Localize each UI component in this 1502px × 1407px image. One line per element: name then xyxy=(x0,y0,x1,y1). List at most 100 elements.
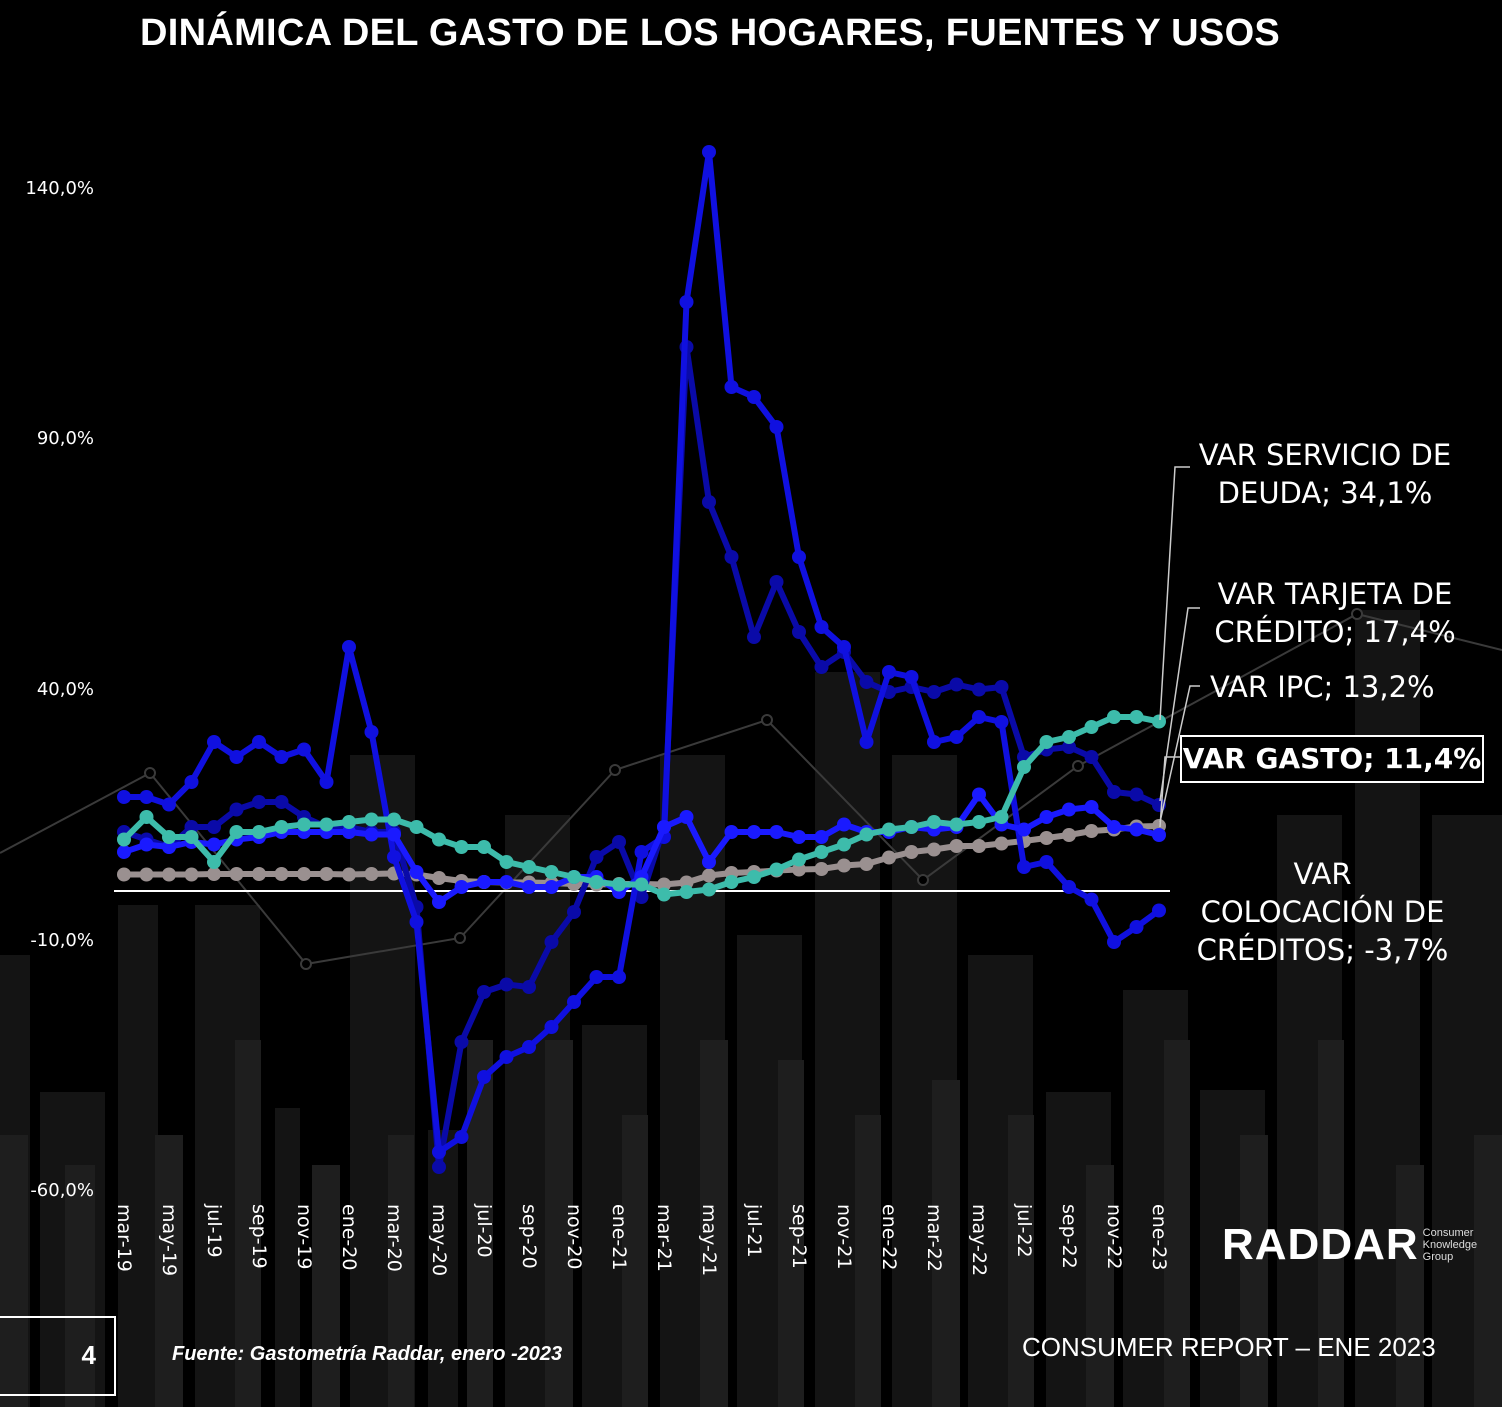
data-point xyxy=(364,812,379,827)
data-point xyxy=(769,862,784,877)
data-point xyxy=(342,815,356,829)
background-bar xyxy=(467,1040,493,1407)
data-point xyxy=(432,871,446,885)
data-point xyxy=(972,815,986,829)
data-point xyxy=(522,1040,536,1054)
data-point xyxy=(184,820,199,834)
data-point xyxy=(612,970,626,984)
data-point xyxy=(589,850,604,864)
data-point xyxy=(297,867,311,881)
data-point xyxy=(252,795,266,809)
data-point xyxy=(949,677,964,692)
data-point xyxy=(184,867,199,882)
data-point xyxy=(634,890,649,904)
data-point xyxy=(139,837,154,852)
data-point xyxy=(1107,935,1121,949)
data-point xyxy=(1084,750,1099,764)
data-point xyxy=(1084,800,1099,814)
data-point xyxy=(297,742,311,757)
data-point xyxy=(1062,880,1076,894)
data-point xyxy=(207,735,221,749)
x-tick-label: may-20 xyxy=(428,1204,450,1277)
data-point xyxy=(1152,714,1166,729)
data-point xyxy=(994,836,1009,851)
data-point xyxy=(859,675,874,689)
background-bar xyxy=(1008,1115,1034,1407)
label-colocacion-creditos: VAR COLOCACIÓN DE CRÉDITOS; -3,7% xyxy=(1175,855,1470,969)
data-point xyxy=(1062,828,1076,842)
data-point xyxy=(477,985,491,999)
data-point xyxy=(1062,740,1076,754)
data-point xyxy=(229,867,244,881)
x-tick-label: nov-20 xyxy=(563,1204,585,1270)
data-point xyxy=(927,842,941,857)
label-servicio-line1: VAR SERVICIO DE xyxy=(1198,438,1452,472)
data-point xyxy=(769,420,784,434)
background-bar xyxy=(1396,1165,1424,1407)
data-point xyxy=(252,825,266,839)
data-point xyxy=(1129,710,1144,724)
x-tick-label: mar-21 xyxy=(653,1204,675,1272)
data-point xyxy=(747,870,761,884)
data-point xyxy=(274,795,289,809)
data-point xyxy=(1107,820,1121,834)
data-point xyxy=(432,1160,446,1174)
data-point xyxy=(814,862,829,876)
x-tick-label: ene-22 xyxy=(878,1204,900,1271)
data-point xyxy=(589,970,604,984)
x-tick-label: nov-19 xyxy=(293,1204,315,1270)
background-bars xyxy=(0,610,1502,1407)
data-point xyxy=(432,1145,446,1159)
data-point xyxy=(184,830,199,844)
data-point xyxy=(1039,855,1054,869)
data-point xyxy=(949,817,964,832)
data-point xyxy=(814,620,829,634)
page-number: 4 xyxy=(81,1340,96,1370)
data-point xyxy=(904,845,919,859)
data-point xyxy=(949,839,964,853)
background-bar xyxy=(1164,1040,1190,1407)
data-point xyxy=(792,550,806,564)
data-point xyxy=(319,867,334,881)
x-tick-label: mar-22 xyxy=(923,1204,945,1272)
data-point xyxy=(139,790,154,804)
x-tick-label: ene-21 xyxy=(608,1204,630,1271)
data-point xyxy=(657,877,671,892)
label-gasto: VAR GASTO; 11,4% xyxy=(1180,735,1484,783)
label-colocacion-line1: VAR xyxy=(1293,857,1352,891)
data-point xyxy=(679,810,694,824)
data-point xyxy=(994,810,1009,824)
data-point xyxy=(229,750,244,764)
data-point xyxy=(207,837,221,852)
x-tick-label: mar-19 xyxy=(113,1204,135,1272)
raddar-logo: RADDAR Consumer Knowledge Group xyxy=(1222,1223,1477,1267)
thin-line-marker xyxy=(609,764,621,776)
data-point xyxy=(882,850,896,865)
data-point xyxy=(724,825,739,839)
x-tick-label: may-21 xyxy=(698,1204,720,1277)
x-tick-label: may-19 xyxy=(158,1204,180,1277)
data-point xyxy=(252,735,266,749)
data-point xyxy=(207,867,221,881)
data-point xyxy=(927,815,941,829)
data-point xyxy=(724,875,739,889)
data-point xyxy=(117,867,131,882)
data-point xyxy=(612,877,626,892)
data-point xyxy=(274,750,289,764)
data-point xyxy=(859,857,874,871)
label-colocacion-line2: COLOCACIÓN DE xyxy=(1200,895,1445,929)
data-point xyxy=(702,145,716,159)
background-bar xyxy=(65,1165,95,1407)
data-point xyxy=(117,832,131,847)
data-point xyxy=(1039,735,1054,749)
background-bar xyxy=(0,1135,28,1407)
data-point xyxy=(364,867,379,881)
data-point xyxy=(387,827,401,842)
data-point xyxy=(724,380,739,394)
data-point xyxy=(634,877,649,892)
data-point xyxy=(342,867,356,882)
data-point xyxy=(612,835,626,849)
data-point xyxy=(274,867,289,881)
thin-line-marker xyxy=(1072,760,1084,772)
